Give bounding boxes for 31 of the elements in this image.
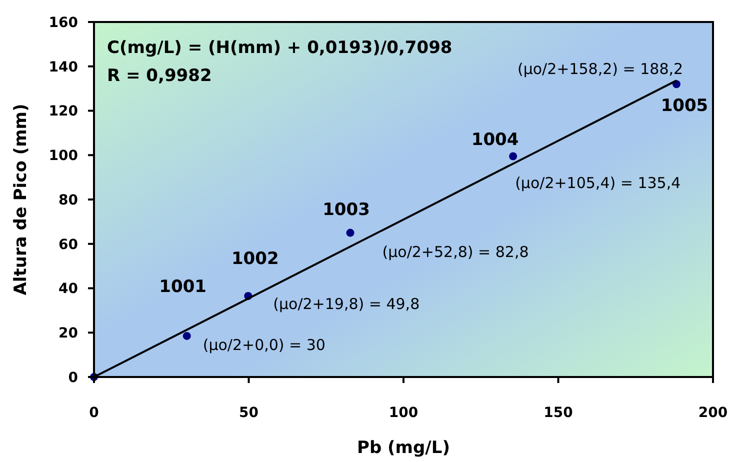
x-axis-title: Pb (mg/L) bbox=[356, 438, 450, 458]
y-tick-label: 20 bbox=[58, 326, 78, 342]
y-tick-label: 80 bbox=[58, 192, 78, 208]
y-tick-label: 140 bbox=[48, 59, 78, 76]
annotation: R = 0,9982 bbox=[107, 66, 212, 86]
x-tick-label: 200 bbox=[698, 405, 728, 421]
annotation: 1005 bbox=[660, 96, 708, 116]
annotation: (μo/2+158,2) = 188,2 bbox=[517, 60, 684, 78]
y-tick-label: 60 bbox=[58, 236, 78, 253]
annotation: (μo/2+105,4) = 135,4 bbox=[515, 174, 681, 192]
annotation: C(mg/L) = (H(mm) + 0,0193)/0,7098 bbox=[107, 38, 452, 58]
point bbox=[182, 332, 191, 340]
x-tick-label: 0 bbox=[89, 405, 100, 421]
y-axis-title: Altura de Pico (mm) bbox=[11, 104, 31, 296]
y-tick-label: 40 bbox=[58, 281, 78, 298]
annotation: 1001 bbox=[159, 276, 207, 297]
annotation: (μo/2+0,0) = 30 bbox=[202, 336, 326, 354]
y-tick-label: 160 bbox=[48, 14, 78, 31]
y-tick-label: 100 bbox=[48, 148, 78, 164]
annotation: 1002 bbox=[231, 249, 279, 270]
point bbox=[346, 228, 354, 237]
y-tick-label: 120 bbox=[48, 104, 78, 120]
y-tick-label: 0 bbox=[68, 370, 78, 386]
annotation: 1004 bbox=[471, 130, 519, 150]
annotation: 1003 bbox=[322, 200, 370, 220]
x-tick-label: 50 bbox=[239, 405, 259, 421]
x-tick-label: 100 bbox=[388, 405, 418, 421]
annotation: (μo/2+52,8) = 82,8 bbox=[382, 242, 529, 261]
annotation: (μo/2+19,8) = 49,8 bbox=[273, 295, 420, 314]
x-tick-label: 150 bbox=[544, 405, 574, 421]
point bbox=[509, 152, 518, 160]
